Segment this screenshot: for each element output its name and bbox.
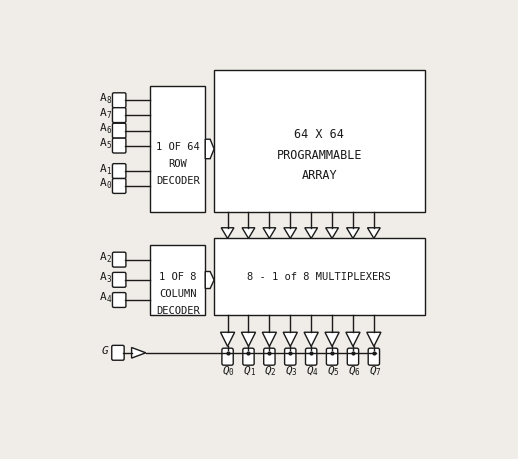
Text: ARRAY: ARRAY bbox=[301, 169, 337, 182]
Text: 5: 5 bbox=[107, 141, 111, 150]
Text: COLUMN: COLUMN bbox=[159, 288, 197, 298]
Polygon shape bbox=[367, 332, 381, 347]
FancyBboxPatch shape bbox=[112, 273, 126, 288]
FancyBboxPatch shape bbox=[347, 348, 358, 365]
FancyBboxPatch shape bbox=[112, 179, 126, 194]
FancyBboxPatch shape bbox=[112, 252, 126, 268]
Text: Q: Q bbox=[327, 365, 334, 375]
Polygon shape bbox=[305, 228, 318, 239]
Text: DECODER: DECODER bbox=[156, 305, 200, 315]
Text: 4: 4 bbox=[107, 295, 111, 304]
Bar bbox=[150, 87, 205, 213]
Text: 7: 7 bbox=[107, 110, 111, 119]
Text: 8: 8 bbox=[107, 95, 111, 105]
Text: A: A bbox=[100, 163, 107, 173]
Bar bbox=[214, 71, 425, 213]
Text: Q: Q bbox=[306, 365, 313, 375]
FancyBboxPatch shape bbox=[326, 348, 338, 365]
Polygon shape bbox=[283, 332, 297, 347]
Text: Q: Q bbox=[223, 365, 229, 375]
Text: 1: 1 bbox=[107, 166, 111, 175]
FancyBboxPatch shape bbox=[112, 108, 126, 123]
Bar bbox=[150, 246, 205, 315]
Text: A: A bbox=[100, 93, 107, 102]
Polygon shape bbox=[205, 272, 214, 289]
Polygon shape bbox=[205, 140, 214, 159]
FancyBboxPatch shape bbox=[243, 348, 254, 365]
Text: 1: 1 bbox=[250, 368, 254, 376]
Text: A: A bbox=[100, 252, 107, 262]
Text: 1 OF 8: 1 OF 8 bbox=[159, 271, 197, 281]
FancyBboxPatch shape bbox=[306, 348, 317, 365]
Text: 0: 0 bbox=[229, 368, 234, 376]
Text: Q: Q bbox=[265, 365, 271, 375]
FancyBboxPatch shape bbox=[112, 346, 124, 360]
Text: 7: 7 bbox=[375, 368, 380, 376]
Text: 5: 5 bbox=[333, 368, 338, 376]
Polygon shape bbox=[326, 228, 338, 239]
Text: 4: 4 bbox=[312, 368, 317, 376]
Polygon shape bbox=[367, 228, 380, 239]
FancyBboxPatch shape bbox=[112, 124, 126, 139]
FancyBboxPatch shape bbox=[222, 348, 233, 365]
Text: A: A bbox=[100, 107, 107, 118]
Polygon shape bbox=[242, 228, 255, 239]
Text: A: A bbox=[100, 292, 107, 302]
FancyBboxPatch shape bbox=[112, 164, 126, 179]
FancyBboxPatch shape bbox=[112, 139, 126, 154]
Polygon shape bbox=[284, 228, 297, 239]
Text: A: A bbox=[100, 272, 107, 282]
Text: Q: Q bbox=[285, 365, 292, 375]
Text: Q: Q bbox=[243, 365, 250, 375]
Text: ROW: ROW bbox=[169, 159, 188, 169]
Text: G: G bbox=[102, 346, 109, 356]
Text: Q: Q bbox=[348, 365, 355, 375]
Text: 64 X 64: 64 X 64 bbox=[294, 128, 344, 141]
Text: Q: Q bbox=[369, 365, 376, 375]
Text: A: A bbox=[100, 178, 107, 188]
Polygon shape bbox=[132, 348, 146, 358]
Text: 0: 0 bbox=[107, 181, 111, 190]
Text: A: A bbox=[100, 123, 107, 133]
Text: 3: 3 bbox=[292, 368, 296, 376]
Polygon shape bbox=[221, 332, 235, 347]
Polygon shape bbox=[346, 332, 360, 347]
FancyBboxPatch shape bbox=[264, 348, 275, 365]
Text: 3: 3 bbox=[107, 274, 111, 284]
FancyBboxPatch shape bbox=[112, 94, 126, 108]
Text: A: A bbox=[100, 138, 107, 148]
FancyBboxPatch shape bbox=[112, 293, 126, 308]
Text: 2: 2 bbox=[107, 255, 111, 263]
Polygon shape bbox=[304, 332, 318, 347]
Polygon shape bbox=[347, 228, 359, 239]
Text: DECODER: DECODER bbox=[156, 176, 200, 186]
Polygon shape bbox=[262, 332, 277, 347]
Bar bbox=[214, 239, 425, 315]
Text: 1 OF 64: 1 OF 64 bbox=[156, 142, 200, 152]
Polygon shape bbox=[221, 228, 234, 239]
Text: 8 - 1 of 8 MULTIPLEXERS: 8 - 1 of 8 MULTIPLEXERS bbox=[248, 272, 391, 282]
Text: 6: 6 bbox=[354, 368, 359, 376]
Polygon shape bbox=[263, 228, 276, 239]
FancyBboxPatch shape bbox=[284, 348, 296, 365]
FancyBboxPatch shape bbox=[368, 348, 380, 365]
Text: 6: 6 bbox=[107, 126, 111, 135]
Polygon shape bbox=[325, 332, 339, 347]
Text: PROGRAMMABLE: PROGRAMMABLE bbox=[277, 149, 362, 162]
Text: 2: 2 bbox=[270, 368, 275, 376]
Polygon shape bbox=[241, 332, 255, 347]
